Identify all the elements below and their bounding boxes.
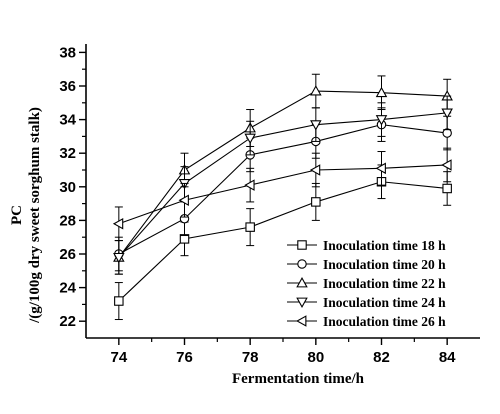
series-5 (112, 147, 452, 242)
series-layer (112, 73, 453, 321)
legend-label: Inoculation time 24 h (323, 295, 446, 310)
x-tick-label-82: 82 (373, 349, 390, 366)
y-tick-label-36: 36 (59, 78, 76, 95)
data-point (441, 159, 452, 171)
legend-item-5: Inoculation time 26 h (287, 314, 446, 329)
data-point (178, 194, 189, 207)
data-point (114, 296, 124, 306)
series-line-2 (118, 124, 448, 255)
data-point (310, 85, 322, 96)
data-point (442, 183, 452, 194)
y-tick-label-30: 30 (59, 179, 76, 196)
legend-label: Inoculation time 20 h (323, 257, 446, 272)
legend-marker (296, 315, 307, 327)
data-point (310, 120, 322, 131)
data-point (113, 252, 125, 264)
series-line-5 (118, 164, 448, 225)
x-tick-label-74: 74 (110, 349, 127, 366)
y-tick-label-38: 38 (59, 44, 76, 61)
data-point (244, 179, 255, 191)
legend-marker (296, 297, 308, 308)
data-point (309, 164, 321, 176)
x-tick-label-78: 78 (242, 349, 259, 366)
y-tick-label-28: 28 (59, 212, 76, 229)
plot-area (85, 44, 480, 339)
legend-item-1: Inoculation time 18 h (287, 238, 446, 253)
y-tick-label-34: 34 (59, 112, 76, 129)
y-axis-title-line1: PC (9, 205, 25, 225)
y-axis: 22 24 26 28 30 32 34 36 38 (59, 44, 86, 330)
series-line-3 (118, 90, 448, 258)
series-1 (114, 164, 452, 321)
legend-label: Inoculation time 22 h (323, 276, 446, 291)
legend-item-3: Inoculation time 22 h (287, 276, 446, 291)
x-axis: 74 76 78 80 82 84 (110, 338, 456, 366)
x-tick-label-80: 80 (307, 349, 324, 366)
data-point (441, 108, 453, 119)
legend-marker (297, 259, 307, 269)
data-point (375, 86, 388, 98)
legend-marker (297, 240, 307, 250)
y-tick-label-24: 24 (59, 280, 76, 297)
legend-item-4: Inoculation time 24 h (287, 295, 446, 310)
legend-label: Inoculation time 26 h (323, 314, 446, 329)
data-point (311, 197, 321, 207)
y-tick-label-32: 32 (59, 145, 76, 162)
y-tick-label-22: 22 (59, 313, 76, 330)
data-point (375, 162, 386, 175)
legend-label: Inoculation time 18 h (323, 238, 446, 253)
data-point (112, 217, 124, 230)
data-point (375, 115, 388, 126)
y-axis-title-line2: /(g/100g dry sweet sorghum stalk) (27, 107, 43, 324)
legend-marker (296, 277, 308, 288)
series-line-4 (118, 112, 448, 258)
legend-item-2: Inoculation time 20 h (287, 257, 446, 272)
x-tick-label-76: 76 (176, 349, 193, 366)
data-point (245, 222, 255, 232)
x-tick-label-84: 84 (439, 349, 456, 366)
data-point (244, 133, 256, 145)
legend: Inoculation time 18 h Inoculation time 20… (287, 238, 446, 329)
y-tick-label-26: 26 (59, 246, 76, 263)
series-line-1 (118, 181, 448, 302)
x-axis-title: Fermentation time/h (232, 371, 365, 387)
